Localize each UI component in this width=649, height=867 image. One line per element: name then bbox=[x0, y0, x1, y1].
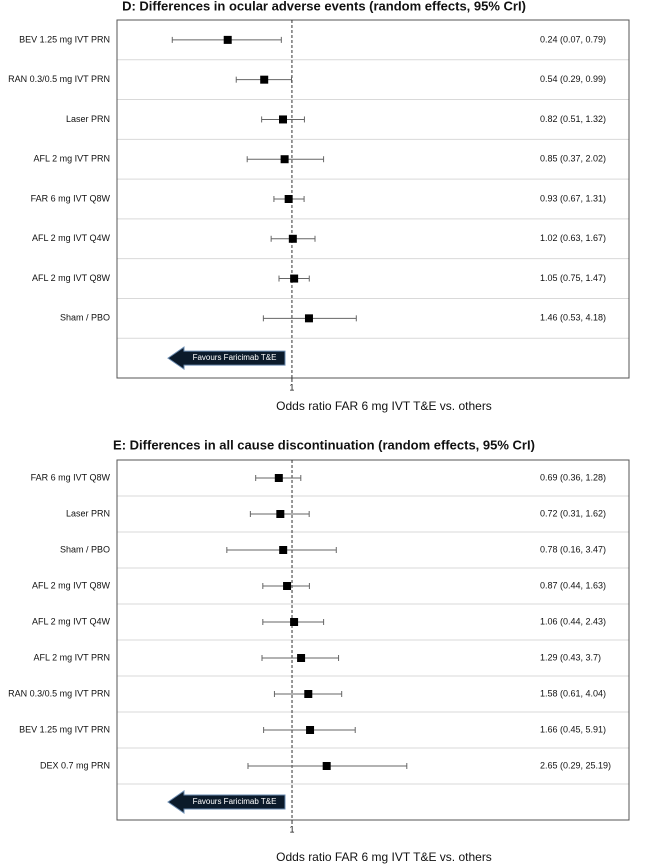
value-label: 1.58 (0.61, 4.04) bbox=[540, 688, 606, 698]
x-axis-label: Odds ratio FAR 6 mg IVT T&E vs. others bbox=[276, 850, 492, 864]
row-label: FAR 6 mg IVT Q8W bbox=[31, 472, 111, 482]
value-label: 1.06 (0.44, 2.43) bbox=[540, 616, 606, 626]
value-label: 0.54 (0.29, 0.99) bbox=[540, 74, 606, 84]
row-label: AFL 2 mg IVT PRN bbox=[33, 154, 110, 164]
row-label: AFL 2 mg IVT Q4W bbox=[32, 233, 111, 243]
point-estimate bbox=[304, 314, 313, 323]
annotation: Favours Faricimab T&E bbox=[193, 797, 277, 806]
favours-arrow bbox=[167, 346, 286, 371]
value-label: 0.72 (0.31, 1.62) bbox=[540, 508, 606, 518]
annotation: Favours Faricimab T&E bbox=[193, 353, 277, 362]
point-estimate bbox=[304, 690, 313, 698]
row-label: BEV 1.25 mg IVT PRN bbox=[19, 724, 110, 734]
point-estimate bbox=[279, 115, 288, 124]
row-label: RAN 0.3/0.5 mg IVT PRN bbox=[8, 688, 110, 698]
point-estimate bbox=[306, 726, 315, 734]
value-label: 1.46 (0.53, 4.18) bbox=[540, 313, 606, 323]
x-tick-label: 1 bbox=[290, 824, 295, 834]
x-axis-label: Odds ratio FAR 6 mg IVT T&E vs. others bbox=[276, 399, 492, 413]
row-label: AFL 2 mg IVT Q4W bbox=[32, 616, 111, 626]
value-label: 0.78 (0.16, 3.47) bbox=[540, 544, 606, 554]
point-estimate bbox=[322, 762, 331, 770]
value-label: 0.69 (0.36, 1.28) bbox=[540, 472, 606, 482]
value-label: 1.05 (0.75, 1.47) bbox=[540, 273, 606, 283]
row-label: AFL 2 mg IVT Q8W bbox=[32, 580, 111, 590]
chart-title: E: Differences in all cause discontinuat… bbox=[113, 437, 535, 452]
row-label: Laser PRN bbox=[66, 114, 110, 124]
value-label: 0.85 (0.37, 2.02) bbox=[540, 154, 606, 164]
point-estimate bbox=[290, 274, 299, 283]
x-tick-label: 1 bbox=[289, 382, 294, 392]
point-estimate bbox=[297, 654, 306, 662]
point-estimate bbox=[274, 474, 283, 482]
plot-frame bbox=[116, 19, 630, 379]
row-label: Sham / PBO bbox=[60, 544, 110, 554]
value-label: 1.02 (0.63, 1.67) bbox=[540, 233, 606, 243]
row-label: FAR 6 mg IVT Q8W bbox=[31, 193, 111, 203]
point-estimate bbox=[288, 234, 297, 243]
point-estimate bbox=[280, 155, 289, 164]
plot-frame bbox=[116, 459, 630, 821]
point-estimate bbox=[276, 510, 285, 518]
point-estimate bbox=[260, 75, 269, 84]
point-estimate bbox=[279, 546, 288, 554]
row-label: RAN 0.3/0.5 mg IVT PRN bbox=[8, 74, 110, 84]
favours-arrow bbox=[167, 790, 286, 814]
row-label: AFL 2 mg IVT Q8W bbox=[32, 273, 111, 283]
point-estimate bbox=[283, 582, 292, 590]
point-estimate bbox=[223, 35, 232, 44]
row-label: Sham / PBO bbox=[60, 313, 110, 323]
row-label: Laser PRN bbox=[66, 508, 110, 518]
point-estimate bbox=[290, 618, 299, 626]
chart-title: D: Differences in ocular adverse events … bbox=[122, 0, 526, 13]
value-label: 0.93 (0.67, 1.31) bbox=[540, 193, 606, 203]
value-label: 0.87 (0.44, 1.63) bbox=[540, 580, 606, 590]
value-label: 0.24 (0.07, 0.79) bbox=[540, 34, 606, 44]
point-estimate bbox=[284, 195, 293, 203]
value-label: 2.65 (0.29, 25.19) bbox=[540, 760, 611, 770]
row-label: AFL 2 mg IVT PRN bbox=[33, 652, 110, 662]
value-label: 1.29 (0.43, 3.7) bbox=[540, 652, 601, 662]
value-label: 0.82 (0.51, 1.32) bbox=[540, 114, 606, 124]
value-label: 1.66 (0.45, 5.91) bbox=[540, 724, 606, 734]
row-label: DEX 0.7 mg PRN bbox=[40, 760, 110, 770]
row-label: BEV 1.25 mg IVT PRN bbox=[19, 34, 110, 44]
